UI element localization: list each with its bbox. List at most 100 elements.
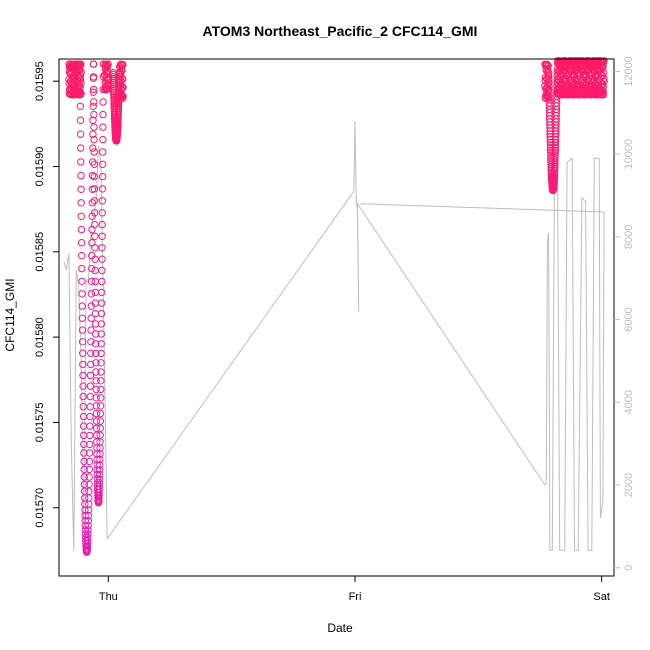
data-point	[97, 394, 105, 402]
y-tick-label: 0.01590	[34, 147, 46, 187]
data-point	[600, 57, 608, 65]
data-point	[96, 466, 104, 474]
data-point	[80, 480, 89, 489]
data-point	[551, 135, 560, 144]
data-point	[76, 88, 84, 96]
data-point	[92, 424, 101, 432]
data-point	[90, 123, 98, 131]
data-point	[79, 412, 88, 421]
data-point	[98, 185, 107, 193]
data-point	[92, 409, 101, 418]
data-point	[78, 314, 87, 322]
data-point	[552, 130, 560, 138]
data-point	[81, 511, 89, 520]
data-point	[77, 90, 85, 98]
data-point	[551, 141, 560, 149]
x-tick-label: Sat	[593, 591, 610, 603]
data-point	[97, 340, 105, 348]
data-point	[97, 349, 105, 358]
data-point	[97, 359, 105, 367]
data-point	[89, 60, 98, 68]
data-point	[89, 130, 97, 138]
data-point	[546, 127, 554, 135]
data-point	[85, 487, 93, 495]
data-point	[78, 326, 87, 334]
data-point	[80, 431, 88, 440]
data-point	[91, 255, 99, 263]
data-point	[543, 67, 552, 76]
data-point	[84, 521, 92, 530]
data-point	[79, 349, 87, 357]
data-point	[77, 199, 85, 207]
data-point	[90, 160, 99, 169]
data-point	[92, 377, 100, 385]
data-point	[92, 394, 100, 402]
data-point	[81, 506, 89, 514]
data-point	[77, 185, 85, 194]
axes-layer: Thu Fri Sat 0.01570 0.01575 0.01580 0.01585 0.0…	[34, 56, 635, 603]
data-point	[95, 491, 103, 499]
data-point	[98, 277, 106, 286]
y2-tick-label: 12000	[623, 56, 635, 87]
data-point	[98, 197, 107, 205]
data-point	[97, 368, 105, 376]
data-point	[95, 470, 104, 479]
data-point	[91, 277, 99, 286]
data-point	[92, 368, 100, 376]
y-tick-label: 0.01595	[34, 61, 46, 101]
data-point	[79, 422, 88, 430]
data-point	[90, 197, 99, 205]
altitude-line	[63, 119, 605, 551]
data-point	[98, 209, 107, 217]
data-point	[79, 403, 88, 411]
chart-title: ATOM3 Northeast_Pacific_2 CFC114_GMI	[203, 23, 478, 39]
data-point	[543, 60, 551, 69]
data-point	[77, 239, 86, 247]
data-point	[89, 144, 97, 152]
y2-tick-label: 8000	[623, 225, 635, 249]
data-point	[84, 517, 93, 525]
data-point	[85, 494, 93, 502]
data-point	[88, 199, 97, 207]
data-point	[80, 449, 88, 457]
data-point	[551, 154, 559, 162]
data-point	[95, 482, 104, 490]
data-point	[97, 320, 106, 328]
data-point	[76, 116, 85, 125]
data-point	[96, 455, 104, 464]
data-point	[90, 135, 98, 144]
data-point	[599, 64, 607, 72]
data-point	[92, 349, 100, 358]
data-point	[91, 244, 99, 252]
data-point	[92, 359, 100, 367]
data-point	[90, 110, 98, 119]
data-point	[91, 320, 100, 328]
data-point	[86, 412, 94, 421]
data-point	[600, 77, 608, 86]
data-point	[85, 473, 93, 481]
data-point	[77, 212, 86, 221]
data-point	[90, 98, 98, 106]
data-point	[599, 61, 607, 70]
data-point	[76, 102, 85, 111]
data-point	[98, 288, 106, 297]
data-point	[93, 475, 102, 483]
data-point	[98, 255, 106, 263]
plot-frame	[58, 58, 615, 577]
x-axis-label: Date	[327, 621, 353, 635]
y-tick-label: 0.01575	[34, 403, 46, 443]
data-point	[97, 299, 106, 307]
data-point	[119, 92, 127, 100]
data-point	[599, 87, 607, 95]
data-point	[551, 149, 559, 157]
data-point	[79, 382, 87, 390]
data-point	[599, 83, 607, 91]
data-point	[119, 60, 127, 69]
data-point	[600, 74, 608, 83]
data-point	[96, 409, 105, 418]
data-point	[90, 185, 99, 193]
data-point	[90, 172, 99, 181]
y-tick-label: 0.01580	[34, 317, 46, 357]
data-point	[86, 422, 94, 430]
data-point	[89, 102, 97, 111]
